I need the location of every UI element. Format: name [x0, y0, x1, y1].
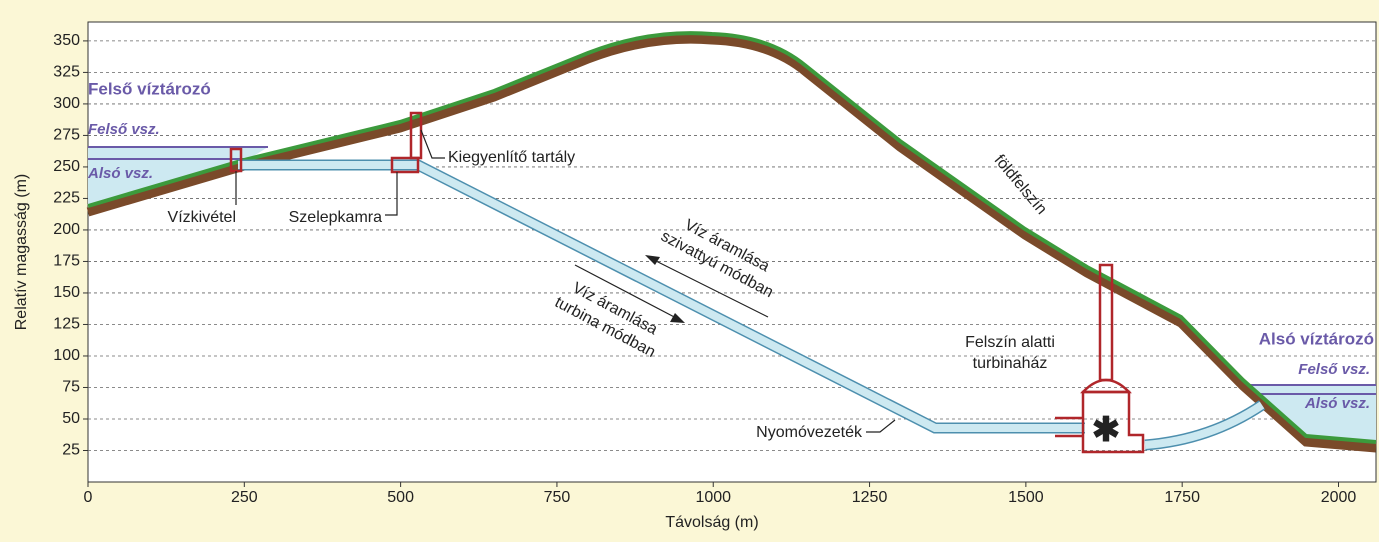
lower-reservoir: Alsó víztározó	[1259, 329, 1374, 348]
arrowhead	[670, 313, 685, 323]
x-tick-label: 2000	[1321, 489, 1357, 506]
y-tick-label: 200	[53, 221, 80, 238]
arrow-pump	[649, 257, 769, 318]
x-tick-label: 1000	[695, 489, 731, 506]
upper-low: Alsó vsz.	[87, 165, 153, 182]
surge-tank	[409, 111, 423, 160]
y-tick-label: 150	[53, 284, 80, 301]
x-tick-label: 750	[544, 489, 571, 506]
y-tick-label: 125	[53, 316, 80, 333]
y-tick-label: 225	[53, 190, 80, 207]
y-tick-label: 275	[53, 127, 80, 144]
y-tick-label: 25	[62, 442, 80, 459]
y-tick-label: 325	[53, 64, 80, 81]
y-tick-label: 175	[53, 253, 80, 270]
leader	[385, 172, 398, 216]
penstock-label: Nyomóvezeték	[756, 424, 863, 441]
intake-label: Vízkivétel	[168, 209, 236, 226]
x-tick-label: 1500	[1008, 489, 1044, 506]
lower-high: Felső vsz.	[1298, 361, 1370, 378]
tailrace	[1144, 401, 1265, 449]
arrow-turbine	[574, 264, 681, 321]
x-tick-label: 500	[387, 489, 414, 506]
y-tick-label: 250	[53, 158, 80, 175]
x-axis-label: Távolság (m)	[665, 514, 758, 531]
powerhouse	[1081, 390, 1145, 454]
surge-label: Kiegyenlítő tartály	[448, 149, 575, 166]
lower-low: Alsó vsz.	[1304, 395, 1370, 412]
x-tick-label: 250	[231, 489, 258, 506]
x-tick-label: 0	[84, 489, 93, 506]
penstock	[238, 161, 1085, 432]
powerhouse-label: turbinaház	[973, 355, 1048, 372]
x-tick-label: 1750	[1164, 489, 1200, 506]
x-tick-label: 1250	[852, 489, 888, 506]
leader	[420, 129, 445, 159]
valve-chamber	[390, 156, 420, 174]
terrain-surface	[87, 31, 1377, 444]
y-axis-label: Relatív magasság (m)	[13, 174, 30, 331]
lower-water	[1250, 385, 1376, 444]
plot-area	[87, 21, 1377, 483]
y-tick-label: 100	[53, 347, 80, 364]
upper-high: Felső vsz.	[88, 121, 160, 138]
y-tick-label: 50	[62, 410, 80, 427]
upper-reservoir: Felső víztározó	[88, 79, 211, 98]
y-tick-label: 300	[53, 95, 80, 112]
powerhouse-label: Felszín alatti	[965, 334, 1055, 351]
y-tick-label: 350	[53, 32, 80, 49]
y-tick-label: 75	[62, 379, 80, 396]
terrain-rock	[86, 34, 1377, 453]
leader	[866, 419, 896, 433]
valve-label: Szelepkamra	[289, 209, 382, 226]
arrowhead	[645, 255, 660, 265]
turbine-symbol: ✱	[1092, 411, 1121, 449]
